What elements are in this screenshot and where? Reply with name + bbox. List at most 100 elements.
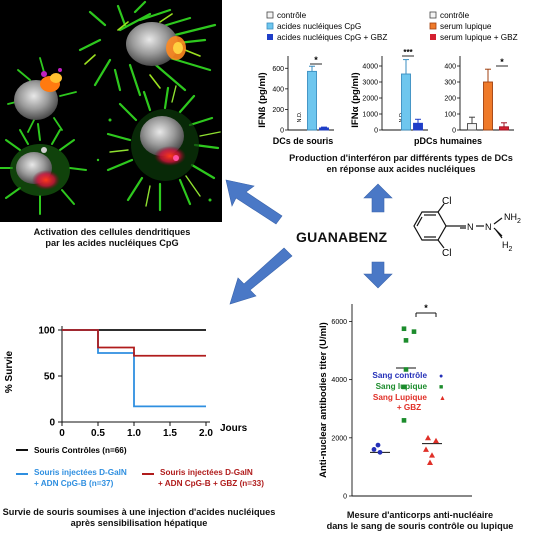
legend-cpg-line1: Souris injectées D-GalN	[34, 468, 127, 477]
antibody-point-lupus	[401, 326, 407, 332]
antibody-y-tick-label: 4000	[331, 377, 347, 384]
legend-label-cpg-gbz: acides nucléiques CpG + GBZ	[277, 33, 387, 42]
center-title: GUANABENZ	[296, 229, 388, 245]
legend-lupus-blood-marker: ■	[439, 384, 443, 391]
antibody-caption-line1: Mesure d'anticorps anti-nucléaire	[346, 510, 494, 520]
human-cpg-tick-label: 4000	[362, 64, 378, 71]
legend-swatch-control-2	[429, 11, 437, 19]
mouse-tick-label: 0	[280, 128, 284, 135]
human-lupus-tick-label: 200	[444, 96, 456, 103]
survival-x-tick-label: 0.5	[91, 428, 105, 439]
legend-swatch-lupus-gbz	[430, 34, 436, 40]
nitrogen-1: N	[467, 222, 474, 232]
legend-swatch-lupus	[429, 22, 437, 30]
ifn-legend-right: contrôle serum lupique serum lupique + G…	[429, 11, 518, 42]
human-ifn-ylabel: IFNα (pg/ml)	[350, 72, 361, 127]
mouse-tick-label: 400	[272, 86, 284, 93]
survival-caption-line2: après sensibilisation hépatique	[70, 518, 208, 528]
antibody-point-lupus	[401, 418, 407, 423]
legend-control-blood-marker: ●	[439, 373, 443, 380]
antibody-caption: Mesure d'anticorps anti-nucléaire dans l…	[300, 510, 540, 532]
survival-xunit: Jours	[220, 423, 248, 434]
legend-label-cpg: acides nucléiques CpG	[277, 22, 361, 31]
micrograph-caption-line1: Activation des cellules dendritiques	[33, 227, 191, 237]
survival-curve-cpg-gbz	[62, 329, 206, 357]
chlorine-bottom: Cl	[442, 248, 451, 259]
antibody-point-lupus	[403, 367, 409, 372]
survival-ylabel: % Survie	[4, 350, 15, 393]
micrograph-caption-line2: par les acides nucléiques CpG	[45, 238, 179, 248]
legend-label-lupus-gbz: serum lupique + GBZ	[440, 33, 518, 42]
amine-group: NH2	[504, 212, 521, 225]
legend-control-blood: Sang contrôle	[372, 371, 427, 380]
legend-lupus-blood: Sang lupique	[376, 382, 428, 391]
legend-label-control-2: contrôle	[440, 11, 470, 20]
survival-y-tick-label: 50	[44, 372, 56, 383]
arrow-lower-left	[229, 247, 293, 305]
antibody-scatter-chart: Anti-nuclear antibodies titer (U/ml) 0 20…	[318, 303, 472, 501]
survival-x-tick-label: 0	[59, 428, 65, 439]
legend-lupus-gbz-blood: Sang Lupique	[373, 393, 428, 402]
ifn-caption-line1: Production d'interféron par différents t…	[289, 153, 513, 163]
arrow-down	[363, 261, 393, 289]
antibody-caption-line2: dans le sang de souris contrôle ou lupiq…	[326, 521, 514, 531]
survival-caption: Survie de souris soumises à une injectio…	[0, 507, 278, 529]
human-ifn-xlabel: pDCs humaines	[414, 136, 482, 146]
legend-swatch-cpg	[266, 22, 274, 30]
human-left-significance: ***	[403, 48, 413, 57]
human-lupus-tick-label: 300	[444, 80, 456, 87]
survival-y-tick-label: 0	[49, 418, 55, 429]
human-lupus-tick-label: 400	[444, 64, 456, 71]
arrow-up	[363, 183, 393, 213]
arrow-upper-left	[225, 179, 283, 225]
legend-control: Souris Contrôles (n=66)	[34, 446, 127, 455]
survival-x-tick-label: 1.5	[163, 428, 177, 439]
human-lupus-tick-label: 0	[452, 128, 456, 135]
legend-label-control: contrôle	[277, 11, 307, 20]
mouse-ifn-xlabel: DCs de souris	[273, 136, 334, 146]
legend-label-lupus: serum lupique	[440, 22, 492, 31]
human-right-significance: *	[500, 57, 504, 67]
guanabenz-molecule: Cl Cl N N NH2 H2	[413, 196, 521, 259]
mouse-tick-label: 200	[272, 107, 284, 114]
antibody-point-control	[371, 447, 377, 452]
ifn-legend-left: contrôle acides nucléiques CpG acides nu…	[266, 11, 387, 42]
legend-cpg-gbz-line2: + ADN CpG-B + GBZ (n=33)	[158, 479, 264, 488]
survival-chart: % Survie Jours 0 50 100 0 0.5 1.0 1.5 2.0 Souri…	[4, 326, 264, 489]
chlorine-top: Cl	[442, 196, 451, 207]
antibody-point-lupus-gbz	[427, 459, 433, 465]
antibody-significance: *	[424, 303, 428, 313]
antibody-point-lupus-gbz	[433, 437, 439, 444]
antibody-ylabel: Anti-nuclear antibodies titer (U/ml)	[318, 322, 329, 478]
antibody-y-tick-label: 6000	[331, 319, 347, 326]
ifn-caption-line2: en réponse aux acides nucléiques	[326, 164, 476, 174]
imine-group: H2	[502, 240, 513, 253]
micrograph-caption: Activation des cellules dendritiques par…	[6, 227, 218, 249]
nitrogen-2: N	[485, 222, 492, 232]
human-cpg-tick-label: 2000	[362, 96, 378, 103]
legend-lupus-gbz-blood-line2: + GBZ	[397, 403, 421, 412]
legend-cpg-line2: + ADN CpG-B (n=37)	[34, 479, 114, 488]
antibody-point-lupus	[401, 384, 407, 390]
antibody-point-lupus	[411, 329, 417, 334]
human-cpg-tick-label: 3000	[362, 80, 378, 87]
mouse-tick-label: 600	[272, 66, 284, 73]
antibody-point-lupus-gbz	[423, 446, 429, 452]
survival-caption-line1: Survie de souris soumises à une injectio…	[2, 507, 276, 517]
mouse-ifn-ylabel: IFNß (pg/ml)	[257, 72, 268, 127]
legend-cpg-gbz-line1: Souris injectées D-GalN	[160, 468, 253, 477]
antibody-y-tick-label: 2000	[331, 435, 347, 442]
human-lupus-tick-label: 100	[444, 112, 456, 119]
antibody-point-control	[377, 449, 383, 455]
antibody-point-lupus	[403, 338, 409, 343]
antibody-y-tick-label: 0	[343, 494, 347, 501]
mouse-significance: *	[314, 55, 318, 65]
dendritic-cell-micrograph	[0, 0, 222, 222]
mouse-nd-label: N.D.	[297, 111, 303, 122]
survival-x-tick-label: 2.0	[199, 428, 213, 439]
legend-swatch-control	[266, 11, 274, 19]
human-cpg-tick-label: 0	[374, 128, 378, 135]
legend-lupus-gbz-blood-marker: ▲	[439, 395, 446, 402]
survival-y-tick-label: 100	[38, 326, 55, 337]
